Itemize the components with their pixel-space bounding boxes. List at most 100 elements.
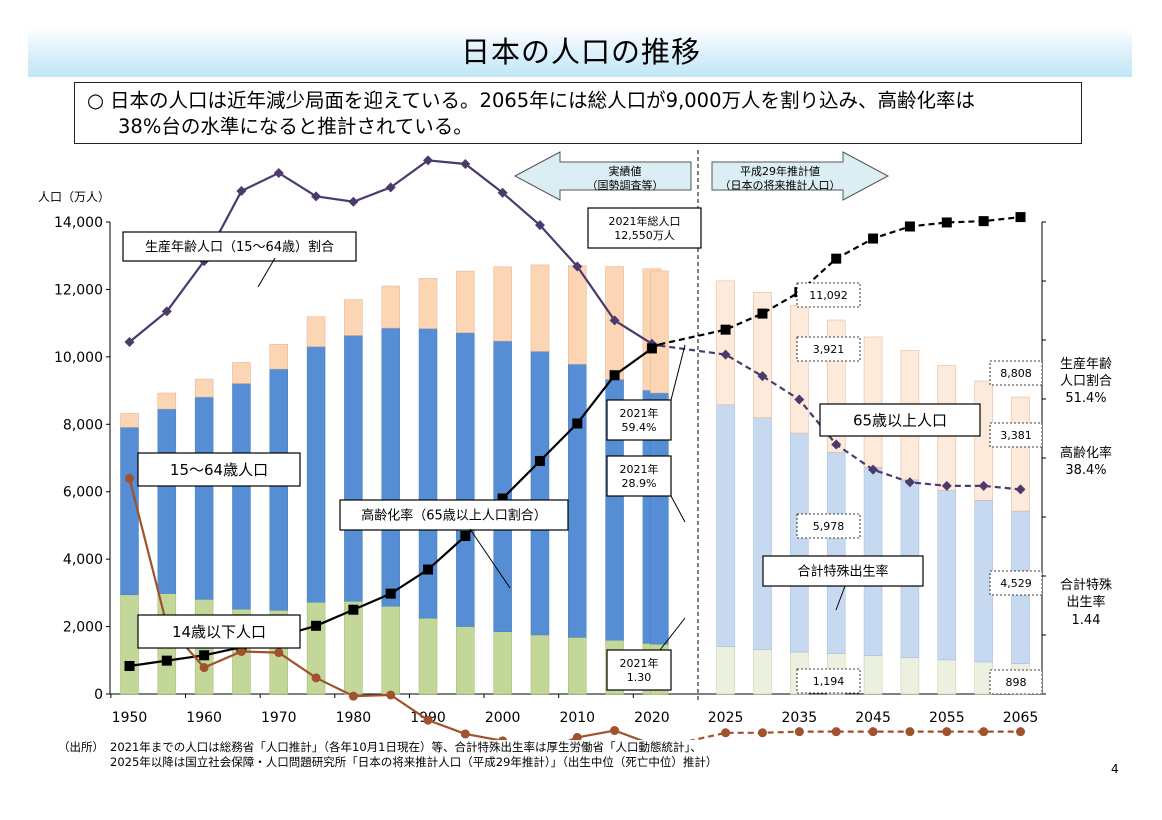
x-tick-label: 1970	[261, 710, 297, 726]
working-ratio-point	[423, 155, 434, 166]
aging-rate-point	[757, 308, 768, 319]
working-ratio-point	[497, 187, 508, 198]
bar-child-2025	[716, 646, 735, 695]
fertility-point	[610, 726, 620, 736]
fertility-point	[1016, 727, 1026, 737]
value-2065-total-text-1: 8,808	[1000, 367, 1032, 380]
working-ratio-point	[460, 158, 471, 169]
fertility-point	[721, 728, 731, 738]
fertility-actual-line	[128, 478, 644, 740]
aging-rate-pointer	[469, 528, 511, 589]
child-pop-label-text-1: 14歳以下人口	[172, 623, 266, 641]
y-tick-label: 8,000	[63, 417, 103, 433]
fertility-point	[199, 663, 209, 673]
aging-rate-point	[720, 324, 731, 335]
bar-child-2050	[900, 657, 920, 695]
bar-working-2035	[790, 432, 809, 653]
x-tick-label: 2020	[634, 710, 670, 726]
bar-elderly-1980	[344, 299, 363, 336]
y-tick-label: 4,000	[63, 552, 103, 568]
value-2065-elderly-box	[989, 422, 1043, 448]
aging-rate-actual-line	[129, 343, 660, 668]
working-pop-label-text-1: 15～64歳人口	[170, 461, 268, 479]
working-ratio-2021-label-text-1: 2021年	[620, 406, 659, 420]
value-2040-child-box	[796, 668, 861, 694]
bar-elderly-2030	[753, 292, 772, 418]
bar-working-2000	[493, 340, 512, 632]
fertility-2021-label-box	[606, 649, 672, 691]
actual-arrow-label-1: 実績値	[609, 164, 642, 178]
aging-rate-point	[831, 253, 842, 264]
working-ratio-2021-pointer	[670, 344, 686, 401]
value-2040-working-text-1: 5,978	[813, 520, 845, 533]
bar-elderly-2045	[863, 336, 883, 468]
projection-arrow-label-1: 平成29年推計値	[740, 164, 820, 178]
x-tick-label: 2010	[559, 710, 595, 726]
value-2040-total-box	[796, 282, 861, 308]
bar-child-2000	[493, 631, 512, 695]
working-ratio-point	[720, 349, 731, 360]
working-ratio-label-box	[122, 231, 357, 262]
working-ratio-projection-line	[659, 344, 1021, 491]
fertility-point	[125, 474, 134, 483]
bar-elderly-1995	[456, 270, 475, 333]
bar-child-2055	[937, 659, 957, 695]
source-line-2: 2025年以降は国立社会保障・人口問題研究所「日本の将来推計人口（平成29年推計…	[110, 755, 718, 769]
summary-text-2: 38%台の水準になると推計されている。	[118, 115, 473, 138]
right-fertility-2: 出生率	[1066, 594, 1105, 610]
working-ratio-point	[1015, 484, 1026, 495]
working-ratio-point	[572, 261, 583, 272]
fertility-point	[460, 729, 470, 739]
aging-rate-point	[904, 221, 915, 232]
value-2040-working-box	[796, 513, 861, 539]
aging-rate-point	[161, 655, 172, 666]
bar-child-2005	[530, 634, 550, 695]
y-tick-label: 14,000	[54, 215, 103, 231]
aging-rate-point	[348, 604, 359, 615]
aging-rate-point	[646, 343, 657, 354]
aging-rate-point	[423, 564, 434, 575]
bar-working-1950	[120, 427, 139, 596]
fertility-point	[905, 727, 915, 737]
aging-rate-label-box	[339, 499, 569, 531]
aging-rate-label-text-1: 高齢化率（65歳以上人口割合）	[361, 508, 547, 524]
working-ratio-2021-label-box	[606, 399, 672, 441]
bar-child-1995	[456, 626, 475, 695]
x-tick-label: 1960	[186, 710, 222, 726]
aging-rate-2021-pointer	[670, 495, 686, 523]
y-axis-label: 人口（万人）	[38, 190, 110, 204]
fertility-2021-pointer	[659, 617, 686, 651]
aging-rate-point	[534, 455, 545, 466]
x-tick-label: 2000	[485, 710, 521, 726]
aging-rate-point	[460, 531, 471, 542]
aging-rate-point	[572, 418, 583, 429]
bar-child-2045	[863, 655, 883, 695]
x-tick-label: 1980	[336, 710, 372, 726]
projection-arrow	[711, 151, 890, 201]
elderly-pop-label-text-1: 65歳以上人口	[853, 411, 947, 429]
aging-rate-projection-line	[659, 216, 1021, 346]
right-aging-rate-2: 38.4%	[1065, 463, 1106, 478]
working-ratio-point	[904, 477, 915, 488]
actual-arrow-label-2: （国勢調査等）	[587, 178, 664, 192]
fertility-point	[572, 732, 582, 740]
aging-rate-point	[609, 370, 620, 381]
working-ratio-point	[273, 167, 284, 178]
total-2021-label-text-1: 2021年総人口	[609, 214, 681, 228]
bar-working-1985	[381, 327, 400, 607]
bar-child-2010	[568, 637, 587, 695]
value-2065-working-box	[989, 570, 1043, 596]
fertility-pointer	[835, 585, 846, 611]
x-tick-label: 2025	[708, 710, 744, 726]
bar-working-2025	[716, 404, 735, 647]
summary-bullet: ○	[87, 89, 105, 112]
right-fertility-3: 1.44	[1072, 613, 1101, 628]
bar-working-1965	[232, 383, 251, 610]
x-tick-label: 2045	[855, 710, 891, 726]
bar-child-1990	[418, 617, 438, 695]
fertility-point	[942, 727, 952, 737]
bar-elderly-2035	[790, 305, 809, 434]
working-ratio-actual-line	[128, 159, 660, 347]
bar-elderly-2021	[650, 270, 669, 394]
bar-elderly-2005	[530, 264, 550, 352]
